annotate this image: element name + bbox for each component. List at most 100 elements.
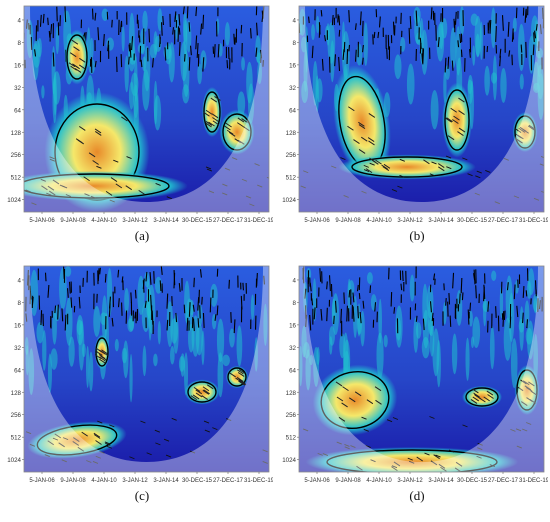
phase-arrow: [445, 155, 452, 159]
phase-arrow: [472, 396, 480, 402]
phase-arrow: [336, 396, 344, 402]
phase-arrow: [452, 119, 459, 124]
phase-arrow: [58, 442, 65, 448]
high-power-region: [219, 109, 255, 155]
phase-arrow: [513, 195, 520, 199]
power-streak: [121, 26, 125, 52]
phase-arrow: [178, 27, 181, 35]
phase-arrow: [214, 96, 221, 101]
power-streak: [153, 353, 158, 367]
phase-arrow: [370, 459, 376, 463]
power-streak: [195, 323, 203, 356]
phase-arrow: [476, 170, 482, 174]
phase-arrow: [238, 379, 246, 384]
power-streak: [331, 298, 336, 325]
phase-arrow: [74, 67, 82, 73]
phase-arrow: [369, 157, 376, 163]
phase-arrow: [445, 117, 452, 123]
phase-arrow: [105, 442, 111, 446]
phase-arrow: [354, 391, 362, 397]
phase-arrow: [487, 394, 494, 399]
phase-arrow: [341, 402, 348, 408]
y-tick-label: 32: [289, 85, 296, 92]
y-tick-label: 16: [14, 62, 21, 69]
power-streak: [465, 337, 470, 381]
power-streak: [241, 57, 245, 71]
phase-arrow: [360, 136, 368, 142]
phase-arrow: [94, 128, 102, 134]
significance-contour: [326, 449, 498, 472]
phase-arrow: [324, 35, 327, 42]
power-streak: [88, 351, 94, 392]
phase-arrow: [129, 456, 135, 460]
power-streak: [64, 266, 72, 277]
phase-arrow: [195, 35, 198, 50]
power-streak: [534, 20, 539, 53]
phase-arrow: [152, 57, 154, 68]
x-tick-label: 5-JAN-06: [29, 478, 55, 484]
phase-arrow: [336, 441, 342, 445]
phase-arrow: [541, 7, 544, 20]
phase-arrow: [47, 440, 55, 446]
power-streak: [257, 60, 262, 85]
power-streak: [229, 328, 235, 348]
phase-arrow: [313, 307, 316, 320]
power-streak: [505, 275, 513, 324]
phase-arrow: [40, 310, 43, 326]
phase-arrow: [188, 57, 191, 71]
phase-arrow: [69, 52, 77, 58]
phase-arrow: [477, 442, 483, 446]
phase-arrow: [534, 30, 537, 39]
power-streak: [524, 300, 530, 328]
phase-arrow: [433, 273, 436, 281]
phase-arrow: [489, 19, 492, 34]
power-streak: [222, 354, 230, 367]
phase-arrow: [182, 6, 185, 15]
phase-arrow: [520, 401, 528, 406]
phase-arrow: [238, 369, 246, 374]
phase-arrow: [346, 305, 348, 322]
phase-arrow: [451, 60, 454, 71]
phase-arrow: [470, 399, 478, 404]
phase-arrow: [105, 190, 113, 196]
power-streak: [316, 15, 320, 34]
significance-contour: [516, 369, 538, 411]
panel-b: 4 8 16 32 64 128 256 512 1024 5-JAN-06 9-JAN-08 4-J…: [277, 2, 548, 261]
power-streak: [137, 275, 145, 315]
phase-arrow: [461, 292, 464, 301]
power-streak: [342, 332, 349, 377]
phase-arrow: [217, 44, 220, 58]
x-tick-label: 27-DEC-17: [213, 218, 244, 224]
phase-arrow: [334, 54, 336, 67]
phase-arrow: [84, 193, 90, 197]
power-streak: [376, 332, 384, 379]
phase-arrow: [203, 389, 210, 395]
power-streak: [188, 324, 195, 353]
phase-arrow: [446, 166, 452, 170]
phase-arrow: [317, 452, 323, 456]
phase-arrow: [435, 454, 441, 458]
phase-arrow: [447, 56, 450, 69]
power-streak: [532, 82, 541, 93]
phase-arrow: [129, 42, 132, 58]
y-tick-label: 8: [18, 40, 22, 47]
phase-arrow: [262, 449, 268, 453]
phase-arrow: [65, 194, 72, 197]
y-tick-label: 256: [11, 412, 22, 419]
phase-arrow: [528, 381, 535, 387]
high-power-region: [514, 365, 540, 415]
phase-arrow: [361, 190, 367, 194]
phase-arrow: [68, 281, 71, 294]
plot-area: [299, 266, 544, 472]
phase-arrow: [40, 178, 46, 182]
phase-arrow: [356, 284, 359, 292]
phase-arrow: [369, 285, 372, 294]
phase-arrow: [249, 203, 255, 207]
y-tick-label: 64: [289, 367, 296, 374]
power-streak: [395, 305, 403, 348]
power-streak: [218, 43, 223, 57]
phase-arrow: [348, 44, 351, 52]
phase-arrow: [239, 380, 247, 386]
high-power-region: [202, 87, 222, 137]
phase-arrow: [195, 392, 203, 398]
